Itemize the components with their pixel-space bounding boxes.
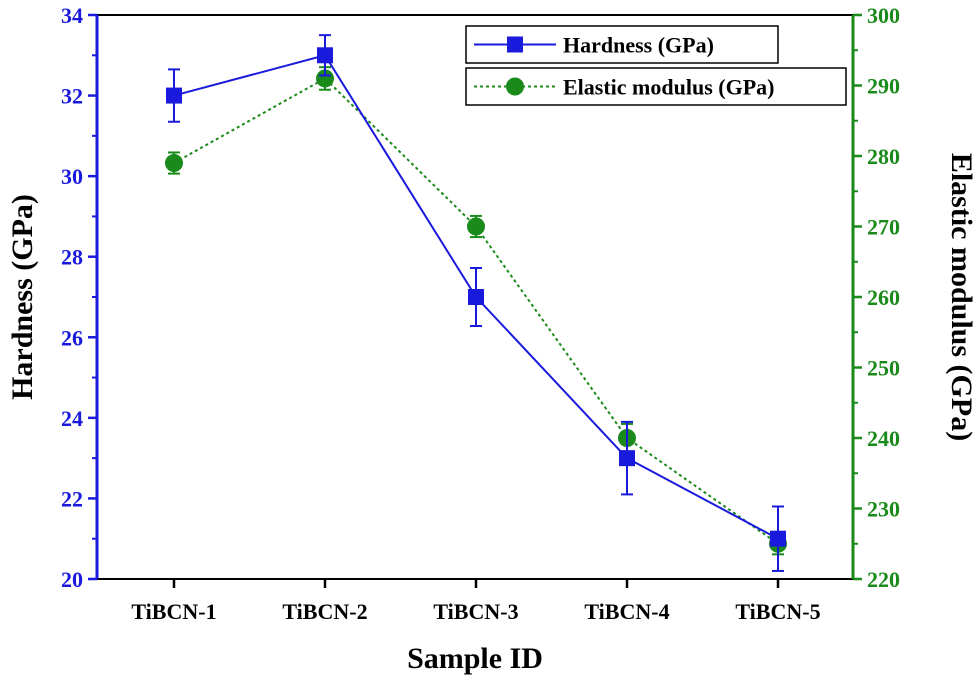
- left-axis-tick-label: 28: [61, 245, 83, 270]
- x-axis: TiBCN-1 TiBCN-2 TiBCN-3 TiBCN-4 TiBCN-5: [131, 579, 821, 624]
- x-axis-tick-label: TiBCN-2: [282, 599, 367, 624]
- right-axis-tick-label: 270: [867, 215, 900, 240]
- legend-item-elastic-modulus: Elastic modulus (GPa): [465, 67, 847, 106]
- right-axis-tick-label: 220: [867, 567, 900, 592]
- left-y-axis: 20 22 24 26 28 30 32 34: [61, 3, 99, 592]
- series-hardness: [166, 34, 786, 572]
- left-axis-tick-label: 34: [61, 3, 83, 28]
- left-axis-tick-label: 24: [61, 406, 83, 431]
- right-axis-tick-label: 240: [867, 426, 900, 451]
- series-layer: [165, 34, 787, 572]
- left-axis-tick-label: 30: [61, 164, 83, 189]
- data-point: [317, 47, 333, 64]
- legend-label: Hardness (GPa): [563, 33, 714, 58]
- data-point: [165, 154, 183, 173]
- data-point: [316, 69, 334, 88]
- data-point: [468, 289, 484, 305]
- left-axis-tick-label: 22: [61, 486, 83, 511]
- right-axis-tick-label: 260: [867, 285, 900, 310]
- left-axis-tick-label: 26: [61, 325, 83, 350]
- legend-label: Elastic modulus (GPa): [563, 75, 774, 100]
- x-axis-tick-label: TiBCN-5: [735, 599, 820, 624]
- legend-item-hardness: Hardness (GPa): [465, 25, 779, 64]
- legend: Hardness (GPa) Elastic modulus (GPa): [465, 25, 847, 106]
- right-axis-tick-label: 290: [867, 74, 900, 99]
- left-axis-tick-label: 32: [61, 84, 83, 109]
- right-axis-tick-label: 280: [867, 144, 900, 169]
- right-axis-tick-label: 300: [867, 3, 900, 28]
- right-y-axis-title: Elastic modulus (GPa): [945, 153, 973, 441]
- legend-marker: [507, 36, 523, 53]
- data-point: [619, 450, 635, 467]
- legend-marker: [506, 77, 524, 96]
- right-axis-tick-label: 250: [867, 356, 900, 381]
- x-axis-tick-label: TiBCN-1: [131, 599, 216, 624]
- x-axis-title: Sample ID: [407, 642, 543, 675]
- x-axis-tick-label: TiBCN-4: [584, 599, 669, 624]
- right-y-axis: 220 230 240 250 260 270 280 290 300: [851, 3, 900, 592]
- data-point: [467, 217, 485, 236]
- data-point: [770, 530, 786, 547]
- x-axis-tick-label: TiBCN-3: [433, 599, 518, 624]
- left-axis-tick-label: 20: [61, 567, 83, 592]
- left-y-axis-title: Hardness (GPa): [6, 194, 39, 400]
- right-axis-tick-label: 230: [867, 497, 900, 522]
- data-point: [166, 87, 182, 104]
